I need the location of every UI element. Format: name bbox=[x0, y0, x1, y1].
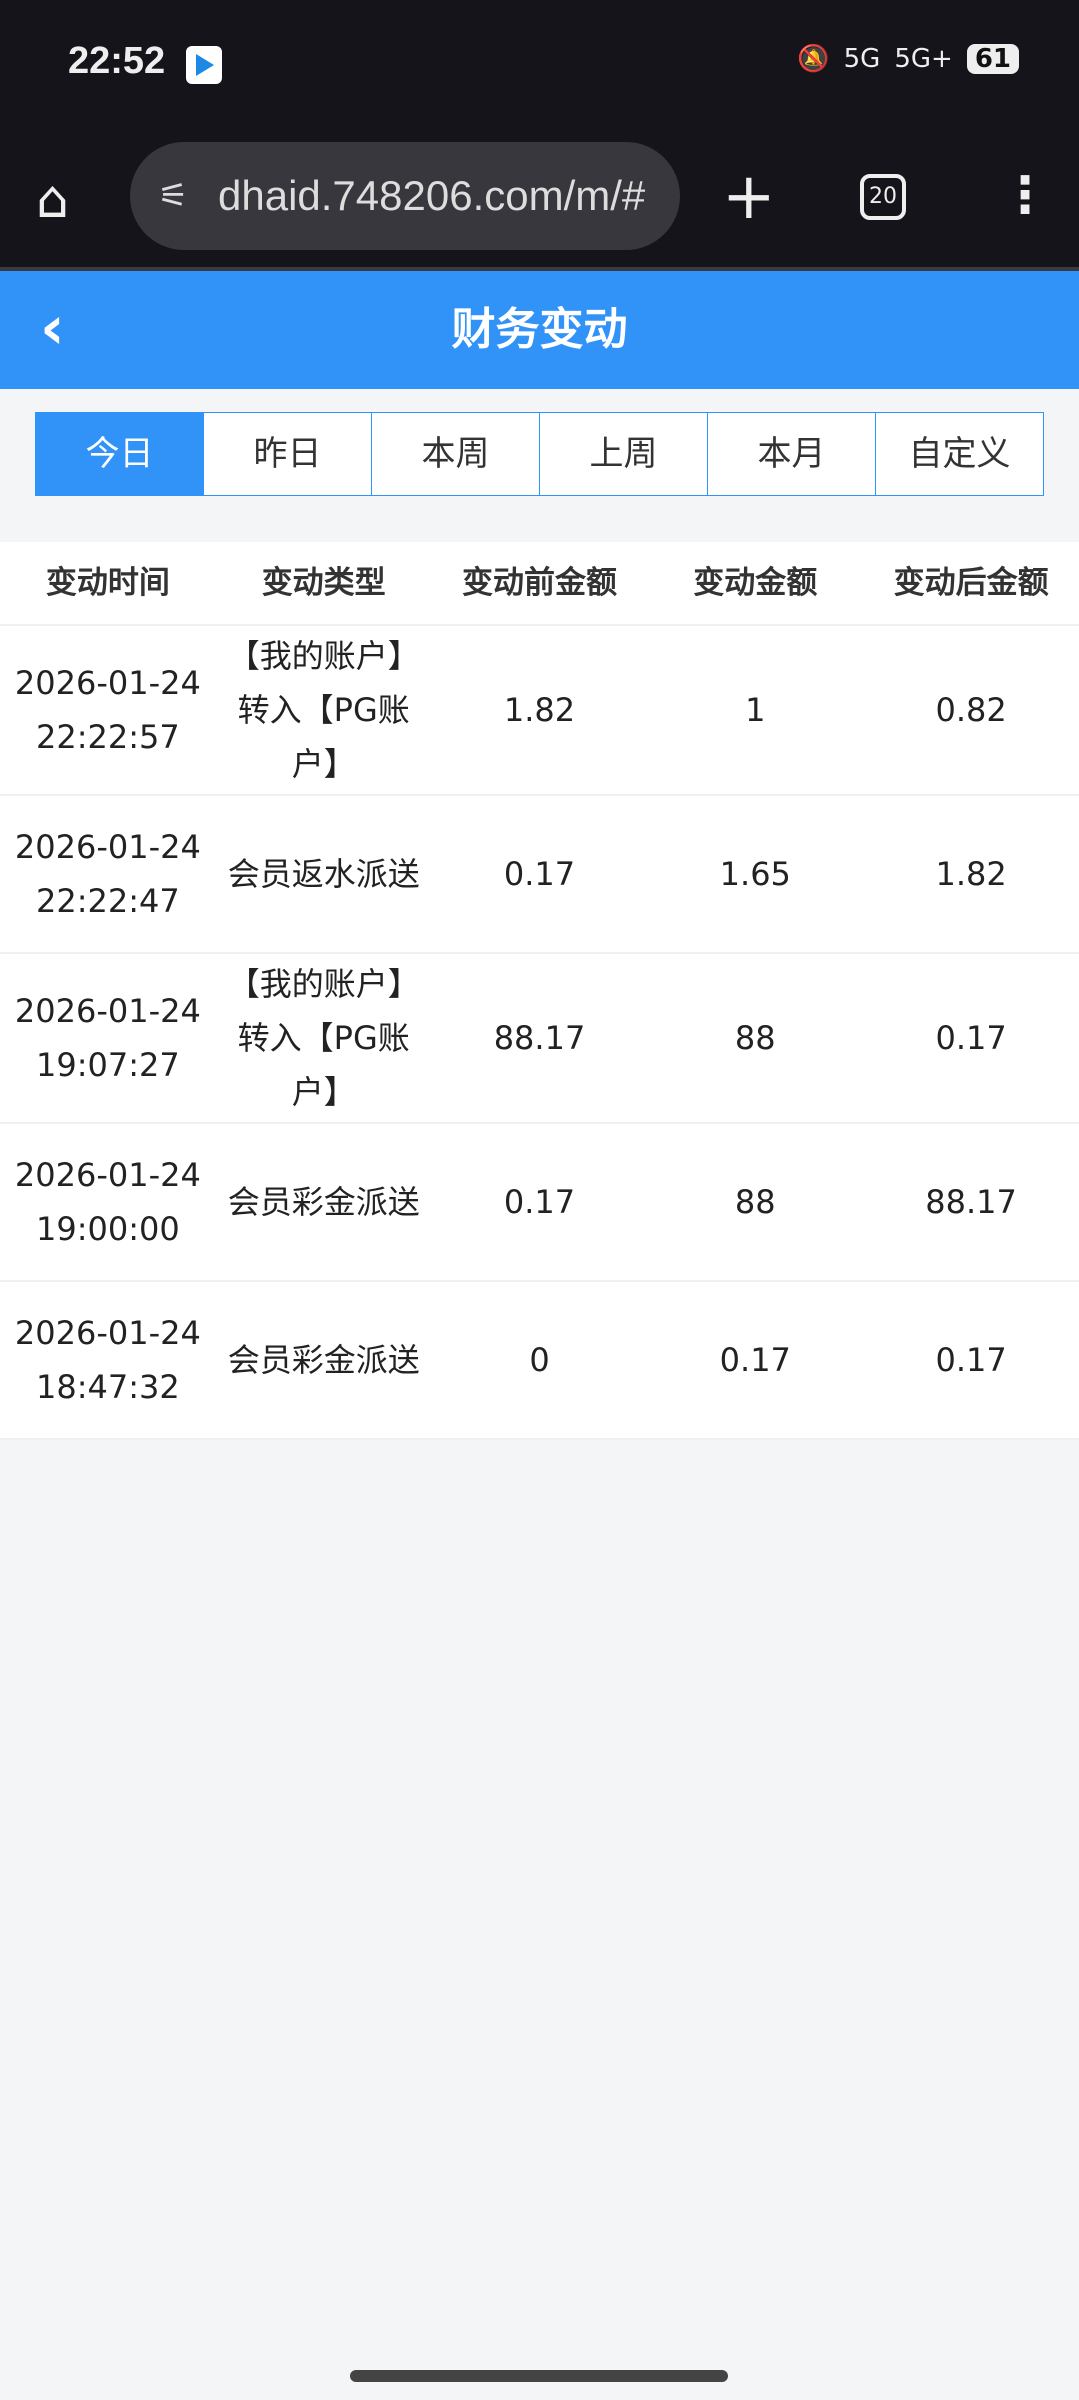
table-row: 2026-01-24 19:07:27 【我的账户】转入【PG账户】 88.17 … bbox=[0, 954, 1079, 1124]
column-header: 变动时间 bbox=[45, 565, 170, 601]
cell-after: 1.82 bbox=[935, 855, 1007, 893]
signal-icon: 5G+ bbox=[894, 44, 953, 74]
new-tab-icon[interactable]: + bbox=[722, 160, 776, 234]
clock: 22:52 bbox=[68, 40, 166, 82]
cell-amount: 0.17 bbox=[719, 1341, 791, 1379]
site-settings-icon[interactable]: ⚟ bbox=[158, 177, 189, 215]
cell-time: 2026-01-24 18:47:32 bbox=[14, 1314, 201, 1406]
more-menu-icon[interactable]: ⋮ bbox=[1000, 166, 1050, 224]
cell-type: 会员返水派送 bbox=[227, 855, 420, 893]
tab-filter[interactable]: 今日 bbox=[36, 413, 203, 495]
table-row: 2026-01-24 18:47:32 会员彩金派送 0 0.17 0.17 bbox=[0, 1282, 1079, 1440]
tab-filter[interactable]: 上周 bbox=[539, 413, 707, 495]
cell-type: 会员彩金派送 bbox=[227, 1183, 420, 1221]
cell-after: 0.17 bbox=[935, 1341, 1007, 1379]
cell-time: 2026-01-24 22:22:57 bbox=[14, 664, 201, 756]
cell-after: 0.82 bbox=[935, 691, 1007, 729]
column-header: 变动后金额 bbox=[893, 565, 1049, 601]
tab-filter[interactable]: 本周 bbox=[371, 413, 539, 495]
page-header: ‹ 财务变动 bbox=[0, 271, 1079, 389]
cell-before: 88.17 bbox=[493, 1019, 586, 1057]
cell-before: 0 bbox=[529, 1341, 550, 1379]
table-row: 2026-01-24 22:22:57 【我的账户】转入【PG账户】 1.82 1… bbox=[0, 626, 1079, 796]
home-icon[interactable]: ⌂ bbox=[36, 170, 70, 230]
finance-table: 变动时间 变动类型 变动前金额 变动金额 变动后金额 2026-01-24 22:22:5… bbox=[0, 542, 1079, 1440]
cell-type: 【我的账户】转入【PG账户】 bbox=[227, 637, 420, 783]
cell-type: 【我的账户】转入【PG账户】 bbox=[227, 965, 420, 1111]
gesture-bar[interactable] bbox=[350, 2370, 728, 2382]
table-row: 2026-01-24 22:22:47 会员返水派送 0.17 1.65 1.82 bbox=[0, 796, 1079, 954]
chevron-left-icon[interactable]: ‹ bbox=[40, 293, 65, 363]
table-header: 变动时间 变动类型 变动前金额 变动金额 变动后金额 bbox=[0, 542, 1079, 626]
signal-icon: 5G bbox=[843, 44, 881, 74]
date-filter-tabs: 今日 昨日 本周 上周 本月 自定义 bbox=[35, 412, 1044, 496]
cell-amount: 1.65 bbox=[719, 855, 791, 893]
mute-icon: 🔕 bbox=[797, 44, 830, 74]
tab-switcher-button[interactable]: 20 bbox=[860, 174, 906, 220]
cell-amount: 88 bbox=[734, 1019, 776, 1057]
address-bar[interactable]: ⚟ dhaid.748206.com/m/# bbox=[130, 142, 680, 250]
column-header: 变动前金额 bbox=[461, 565, 617, 601]
tab-filter[interactable]: 昨日 bbox=[203, 413, 371, 495]
cell-amount: 1 bbox=[745, 691, 766, 729]
cell-before: 0.17 bbox=[503, 855, 576, 893]
tab-filter[interactable]: 本月 bbox=[707, 413, 875, 495]
page-title: 财务变动 bbox=[451, 304, 628, 355]
tab-filter[interactable]: 自定义 bbox=[875, 413, 1043, 495]
cell-before: 1.82 bbox=[503, 691, 576, 729]
cell-amount: 88 bbox=[734, 1183, 776, 1221]
cell-before: 0.17 bbox=[503, 1183, 576, 1221]
browser-toolbar: ⌂ ⚟ dhaid.748206.com/m/# + 20 ⋮ bbox=[0, 110, 1079, 271]
column-header: 变动金额 bbox=[693, 565, 818, 601]
battery-icon: 61 bbox=[966, 44, 1019, 74]
column-header: 变动类型 bbox=[261, 565, 386, 601]
cell-time: 2026-01-24 19:00:00 bbox=[14, 1156, 201, 1248]
table-row: 2026-01-24 19:00:00 会员彩金派送 0.17 88 88.17 bbox=[0, 1124, 1079, 1282]
play-store-icon bbox=[186, 46, 222, 84]
cell-type: 会员彩金派送 bbox=[227, 1341, 420, 1379]
cell-after: 0.17 bbox=[935, 1019, 1007, 1057]
cell-after: 88.17 bbox=[925, 1183, 1017, 1221]
cell-time: 2026-01-24 22:22:47 bbox=[14, 828, 201, 920]
cell-time: 2026-01-24 19:07:27 bbox=[14, 992, 201, 1084]
